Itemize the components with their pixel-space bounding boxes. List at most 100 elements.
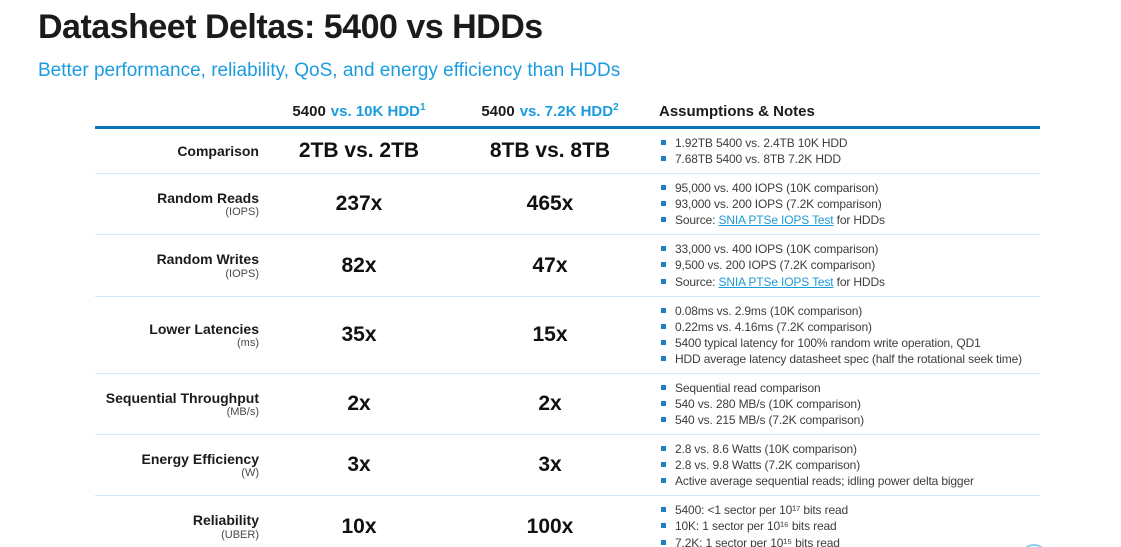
footnote-marker-1: 1 <box>420 102 426 113</box>
bullet-icon <box>661 262 666 268</box>
row-unit-label: (IOPS) <box>225 206 259 219</box>
row-label-cell: Energy Efficiency (W) <box>95 451 263 479</box>
bullet-icon <box>661 323 666 329</box>
value-vs-10k: 3x <box>347 453 371 477</box>
value-vs-10k: 2x <box>347 392 371 416</box>
value-vs-72k: 2x <box>538 392 562 416</box>
note-item: 7.68TB 5400 vs. 8TB 7.2K HDD <box>659 151 1040 167</box>
row-label-cell: Lower Latencies (ms) <box>95 321 263 349</box>
note-text: Source: SNIA PTSe IOPS Test for HDDs <box>675 213 885 228</box>
table-row: Lower Latencies (ms) 35x 15x 0.08ms vs. 2.9m… <box>95 297 1040 374</box>
note-text: 540 vs. 280 MB/s (10K comparison) <box>675 397 861 412</box>
note-text: 5400: <1 sector per 10¹⁷ bits read <box>675 503 849 518</box>
note-item: Active average sequential reads; idling … <box>659 473 1040 489</box>
row-unit-label: (IOPS) <box>225 267 259 280</box>
row-label: Random Reads <box>157 190 259 207</box>
bullet-icon <box>661 384 666 390</box>
row-label-cell: Reliability (UBER) <box>95 512 263 540</box>
notes-cell: 95,000 vs. 400 IOPS (10K comparison) 93,0… <box>645 180 1040 228</box>
note-text: 2.8 vs. 9.8 Watts (7.2K comparison) <box>675 458 861 473</box>
bullet-icon <box>661 278 666 284</box>
value-vs-72k: 8TB vs. 8TB <box>489 139 611 163</box>
note-text: 7.68TB 5400 vs. 8TB 7.2K HDD <box>675 152 841 167</box>
header-col-10k-product: 5400 <box>292 103 326 120</box>
note-item: 5400: <1 sector per 10¹⁷ bits read <box>659 502 1040 518</box>
note-text: 0.08ms vs. 2.9ms (10K comparison) <box>675 303 863 318</box>
note-text: 93,000 vs. 200 IOPS (7.2K comparison) <box>675 197 882 212</box>
note-item: Source: SNIA PTSe IOPS Test for HDDs <box>659 274 1040 290</box>
value-vs-72k: 465x <box>526 192 574 216</box>
bullet-icon <box>661 523 666 529</box>
note-text: Source: SNIA PTSe IOPS Test for HDDs <box>675 274 885 289</box>
bullet-icon <box>661 417 666 423</box>
table-row: Reliability (UBER) 10x 100x 5400: <1 sector … <box>95 496 1040 547</box>
page-subtitle: Better performance, reliability, QoS, an… <box>38 60 621 81</box>
value-vs-10k: 237x <box>335 192 383 216</box>
note-item: 7.2K: 1 sector per 10¹⁵ bits read <box>659 535 1040 547</box>
notes-cell: 33,000 vs. 400 IOPS (10K comparison) 9,50… <box>645 241 1040 289</box>
note-item: 5400 typical latency for 100% random wri… <box>659 335 1040 351</box>
note-text: 1.92TB 5400 vs. 2.4TB 10K HDD <box>675 136 848 150</box>
note-item: 1.92TB 5400 vs. 2.4TB 10K HDD <box>659 135 1040 151</box>
bullet-icon <box>661 156 666 162</box>
note-item: HDD average latency datasheet spec (half… <box>659 351 1040 367</box>
table-body: Comparison 2TB vs. 2TB 8TB vs. 8TB 1.92TB 5… <box>95 129 1040 547</box>
header-col-72k-product: 5400 <box>481 103 515 120</box>
notes-cell: 0.08ms vs. 2.9ms (10K comparison) 0.22ms … <box>645 303 1040 367</box>
bullet-icon <box>661 201 666 207</box>
row-label: Lower Latencies <box>149 320 259 337</box>
note-text: Sequential read comparison <box>675 380 821 395</box>
row-unit-label: (W) <box>241 467 259 480</box>
bullet-icon <box>661 462 666 468</box>
note-text: Active average sequential reads; idling … <box>675 474 974 489</box>
notes-cell: 2.8 vs. 8.6 Watts (10K comparison) 2.8 vs… <box>645 441 1040 489</box>
notes-cell: Sequential read comparison 540 vs. 280 MB… <box>645 380 1040 428</box>
row-unit-label: (MB/s) <box>226 406 259 419</box>
row-label-cell: Random Writes (IOPS) <box>95 251 263 279</box>
note-item: Sequential read comparison <box>659 380 1040 396</box>
footnote-marker-2: 2 <box>613 102 619 113</box>
note-item: 0.22ms vs. 4.16ms (7.2K comparison) <box>659 319 1040 335</box>
note-text: 2.8 vs. 8.6 Watts (10K comparison) <box>675 442 857 457</box>
table-row: Energy Efficiency (W) 3x 3x 2.8 vs. 8.6 Watt… <box>95 435 1040 497</box>
bullet-icon <box>661 185 666 191</box>
value-vs-10k: 35x <box>341 322 377 346</box>
note-item: 2.8 vs. 9.8 Watts (7.2K comparison) <box>659 457 1040 473</box>
source-link[interactable]: SNIA PTSe IOPS Test <box>718 213 834 228</box>
note-item: 0.08ms vs. 2.9ms (10K comparison) <box>659 303 1040 319</box>
bullet-icon <box>661 478 666 484</box>
note-item: 10K: 1 sector per 10¹⁶ bits read <box>659 518 1040 534</box>
table-row: Random Writes (IOPS) 82x 47x 33,000 vs. 400 … <box>95 235 1040 297</box>
header-col-10k: 5400 vs. 10K HDD1 <box>263 102 455 120</box>
bullet-icon <box>661 246 666 252</box>
bullet-icon <box>661 446 666 452</box>
note-item: 2.8 vs. 8.6 Watts (10K comparison) <box>659 441 1040 457</box>
row-label-cell: Comparison <box>95 143 263 159</box>
row-label-cell: Random Reads (IOPS) <box>95 190 263 218</box>
source-link[interactable]: SNIA PTSe IOPS Test <box>718 274 834 289</box>
value-vs-72k: 47x <box>532 253 568 277</box>
note-item: 33,000 vs. 400 IOPS (10K comparison) <box>659 241 1040 257</box>
bullet-icon <box>661 339 666 345</box>
value-vs-10k: 2TB vs. 2TB <box>298 139 420 163</box>
note-item: 540 vs. 215 MB/s (7.2K comparison) <box>659 412 1040 428</box>
row-label: Sequential Throughput <box>105 390 259 406</box>
note-item: 95,000 vs. 400 IOPS (10K comparison) <box>659 180 1040 196</box>
table-row: Sequential Throughput (MB/s) 2x 2x Sequentia… <box>95 374 1040 436</box>
note-item: Source: SNIA PTSe IOPS Test for HDDs <box>659 212 1040 228</box>
note-text: 33,000 vs. 400 IOPS (10K comparison) <box>675 242 879 257</box>
bullet-icon <box>661 539 666 545</box>
header-col-10k-vs: vs. 10K HDD <box>330 103 420 120</box>
header-col-72k: 5400 vs. 7.2K HDD2 <box>455 102 645 120</box>
row-label: Energy Efficiency <box>141 451 260 468</box>
table-row: Comparison 2TB vs. 2TB 8TB vs. 8TB 1.92TB 5… <box>95 129 1040 175</box>
note-item: 93,000 vs. 200 IOPS (7.2K comparison) <box>659 196 1040 212</box>
bullet-icon <box>661 140 666 145</box>
value-vs-10k: 82x <box>341 253 377 277</box>
note-text: 10K: 1 sector per 10¹⁶ bits read <box>675 519 837 534</box>
row-label-cell: Sequential Throughput (MB/s) <box>95 390 263 418</box>
row-unit-label: (UBER) <box>221 528 259 541</box>
bullet-icon <box>661 307 666 313</box>
value-vs-72k: 100x <box>526 514 574 538</box>
